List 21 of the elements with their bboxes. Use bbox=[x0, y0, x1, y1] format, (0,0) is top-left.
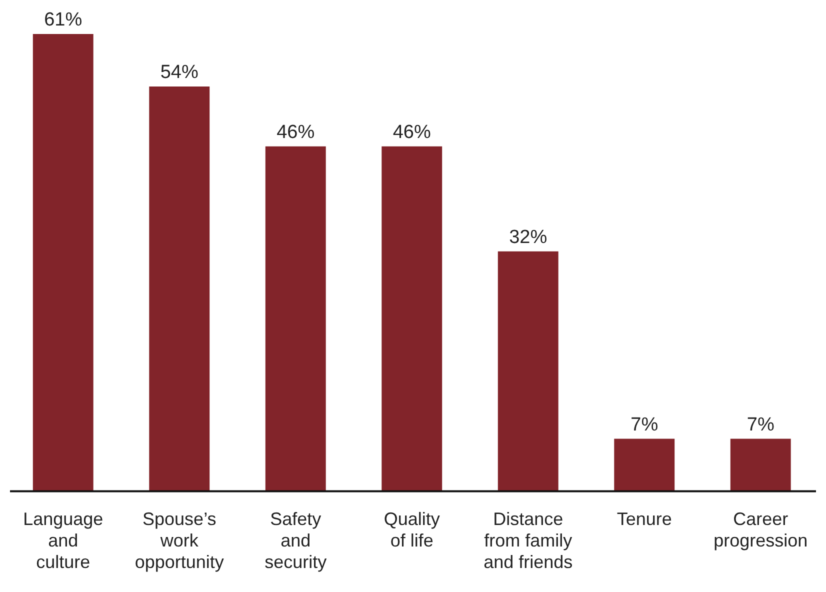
data-label: 7% bbox=[630, 414, 658, 436]
bar bbox=[265, 146, 326, 492]
data-label: 46% bbox=[392, 122, 431, 144]
x-tick-label: Distance from family and friends bbox=[484, 508, 573, 572]
bar bbox=[498, 251, 558, 492]
bar bbox=[614, 438, 675, 492]
x-tick-label: Safety and security bbox=[264, 508, 327, 572]
bar bbox=[32, 34, 94, 492]
x-tick-label: Tenure bbox=[616, 508, 672, 529]
x-tick-label: Career progression bbox=[714, 508, 808, 551]
data-label: 32% bbox=[509, 227, 548, 248]
bar bbox=[382, 146, 442, 492]
x-tick-label: Spouse’s work opportunity bbox=[134, 508, 224, 572]
data-label: 61% bbox=[44, 10, 82, 31]
data-label: 46% bbox=[276, 122, 315, 144]
bar bbox=[149, 86, 210, 492]
data-label: 7% bbox=[746, 414, 774, 436]
x-tick-label: Language and culture bbox=[23, 508, 104, 572]
data-label: 54% bbox=[160, 62, 198, 84]
bar bbox=[730, 438, 791, 492]
x-tick-label: Quality of life bbox=[384, 508, 440, 551]
